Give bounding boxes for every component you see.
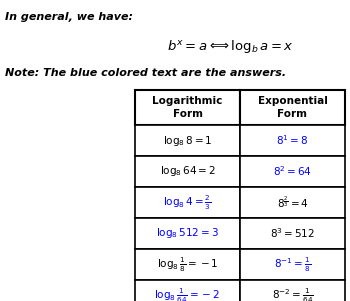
Bar (135, 125, 240, 156)
Text: $8^{-1} = \frac{1}{8}$: $8^{-1} = \frac{1}{8}$ (274, 255, 311, 274)
Bar (135, 187, 240, 218)
Text: $8^{\frac{2}{3}} = 4$: $8^{\frac{2}{3}} = 4$ (276, 195, 308, 210)
Text: Note: The blue colored text are the answers.: Note: The blue colored text are the answ… (5, 68, 286, 78)
Bar (240, 218, 345, 249)
Bar (240, 249, 345, 280)
Bar (240, 90, 345, 125)
Text: Exponential
Form: Exponential Form (258, 96, 328, 119)
Text: $8^1 = 8$: $8^1 = 8$ (276, 134, 309, 147)
Text: $8^2 = 64$: $8^2 = 64$ (273, 165, 312, 178)
Text: In general, we have:: In general, we have: (5, 12, 133, 22)
Bar (240, 280, 345, 301)
Text: $\log_8 512 = 3$: $\log_8 512 = 3$ (156, 226, 219, 240)
Bar (135, 90, 240, 125)
Text: $\log_8 64 = 2$: $\log_8 64 = 2$ (160, 165, 216, 178)
Bar (135, 156, 240, 187)
Text: $\log_8 \frac{1}{8} = -1$: $\log_8 \frac{1}{8} = -1$ (157, 255, 218, 274)
Text: $\log_8 \frac{1}{64} = -2$: $\log_8 \frac{1}{64} = -2$ (154, 286, 220, 301)
Bar (135, 280, 240, 301)
Text: Logarithmic
Form: Logarithmic Form (152, 96, 223, 119)
Bar (135, 249, 240, 280)
Text: $\log_8 4 = \frac{2}{3}$: $\log_8 4 = \frac{2}{3}$ (163, 193, 212, 212)
Text: $8^{-2} = \frac{1}{64}$: $8^{-2} = \frac{1}{64}$ (272, 286, 313, 301)
Bar (240, 156, 345, 187)
Text: $8^3 = 512$: $8^3 = 512$ (270, 227, 315, 240)
Bar (135, 218, 240, 249)
Bar (240, 125, 345, 156)
Text: $b^x = a \Longleftrightarrow \log_b a = x$: $b^x = a \Longleftrightarrow \log_b a = … (167, 38, 293, 55)
Bar (240, 187, 345, 218)
Text: $\log_8 8 = 1$: $\log_8 8 = 1$ (163, 134, 212, 147)
